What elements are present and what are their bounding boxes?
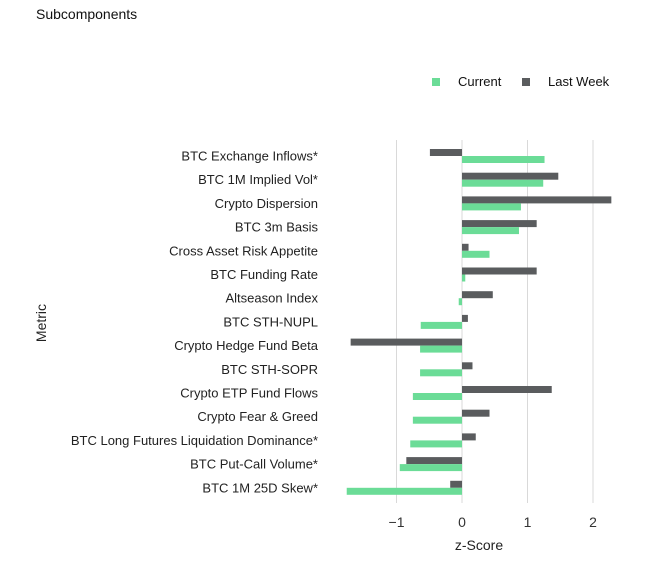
bar-last-week: [462, 362, 473, 370]
legend-label-last-week: Last Week: [548, 74, 610, 89]
x-tick-label: 2: [589, 514, 597, 530]
bar-current: [412, 416, 462, 424]
y-tick-label: Altseason Index: [225, 291, 318, 306]
bar-last-week: [462, 220, 537, 228]
bar-last-week: [429, 149, 462, 156]
bar-current: [462, 250, 490, 258]
bar-current: [462, 179, 544, 187]
y-tick-label: BTC 3m Basis: [235, 220, 319, 235]
bar-last-week: [462, 314, 468, 322]
bar-last-week: [462, 243, 469, 251]
legend-swatch-last-week: [522, 78, 530, 86]
y-tick-label: Crypto Fear & Greed: [197, 409, 318, 424]
y-tick-label: Crypto ETP Fund Flows: [180, 386, 318, 401]
bar-current: [412, 393, 462, 400]
bar-last-week: [462, 386, 552, 393]
bar-current: [420, 345, 462, 353]
bar-current: [399, 464, 462, 472]
bar-current: [420, 321, 462, 329]
bar-current: [458, 298, 462, 306]
legend-swatch-current: [432, 78, 440, 86]
bar-current: [462, 203, 521, 211]
bar-current: [410, 440, 462, 448]
bar-last-week: [450, 480, 462, 488]
legend-label-current: Current: [458, 74, 502, 89]
y-tick-label: BTC STH-SOPR: [221, 362, 318, 377]
y-tick-label: BTC Funding Rate: [210, 267, 318, 282]
y-tick-label: Crypto Dispersion: [215, 196, 318, 211]
y-axis-title: Metric: [33, 304, 49, 342]
x-tick-label: 0: [458, 514, 466, 530]
y-tick-label: BTC Long Futures Liquidation Dominance*: [71, 433, 318, 448]
y-tick-label: BTC 1M Implied Vol*: [198, 172, 318, 187]
bar-current: [462, 274, 466, 282]
x-tick-label: −1: [389, 514, 405, 530]
y-tick-label: Crypto Hedge Fund Beta: [174, 338, 319, 353]
bar-current: [462, 227, 519, 235]
bar-last-week: [462, 172, 559, 180]
bar-last-week: [462, 196, 612, 204]
bar-last-week: [462, 409, 490, 417]
y-tick-label: Cross Asset Risk Appetite: [169, 243, 318, 258]
bar-last-week: [462, 291, 493, 299]
bar-last-week: [350, 338, 462, 346]
y-tick-label: BTC Exchange Inflows*: [181, 149, 318, 164]
chart-header: Subcomponents: [36, 6, 138, 22]
x-tick-label: 1: [524, 514, 532, 530]
y-tick-label: BTC STH-NUPL: [223, 314, 318, 329]
y-tick-label: BTC Put-Call Volume*: [190, 457, 318, 472]
bar-current: [346, 487, 462, 495]
x-axis-title: z-Score: [455, 537, 503, 553]
bar-last-week: [462, 433, 476, 441]
bar-last-week: [406, 457, 462, 465]
bar-last-week: [462, 267, 537, 275]
bar-current: [462, 156, 545, 163]
bar-current: [420, 369, 462, 377]
y-tick-label: BTC 1M 25D Skew*: [202, 480, 318, 495]
